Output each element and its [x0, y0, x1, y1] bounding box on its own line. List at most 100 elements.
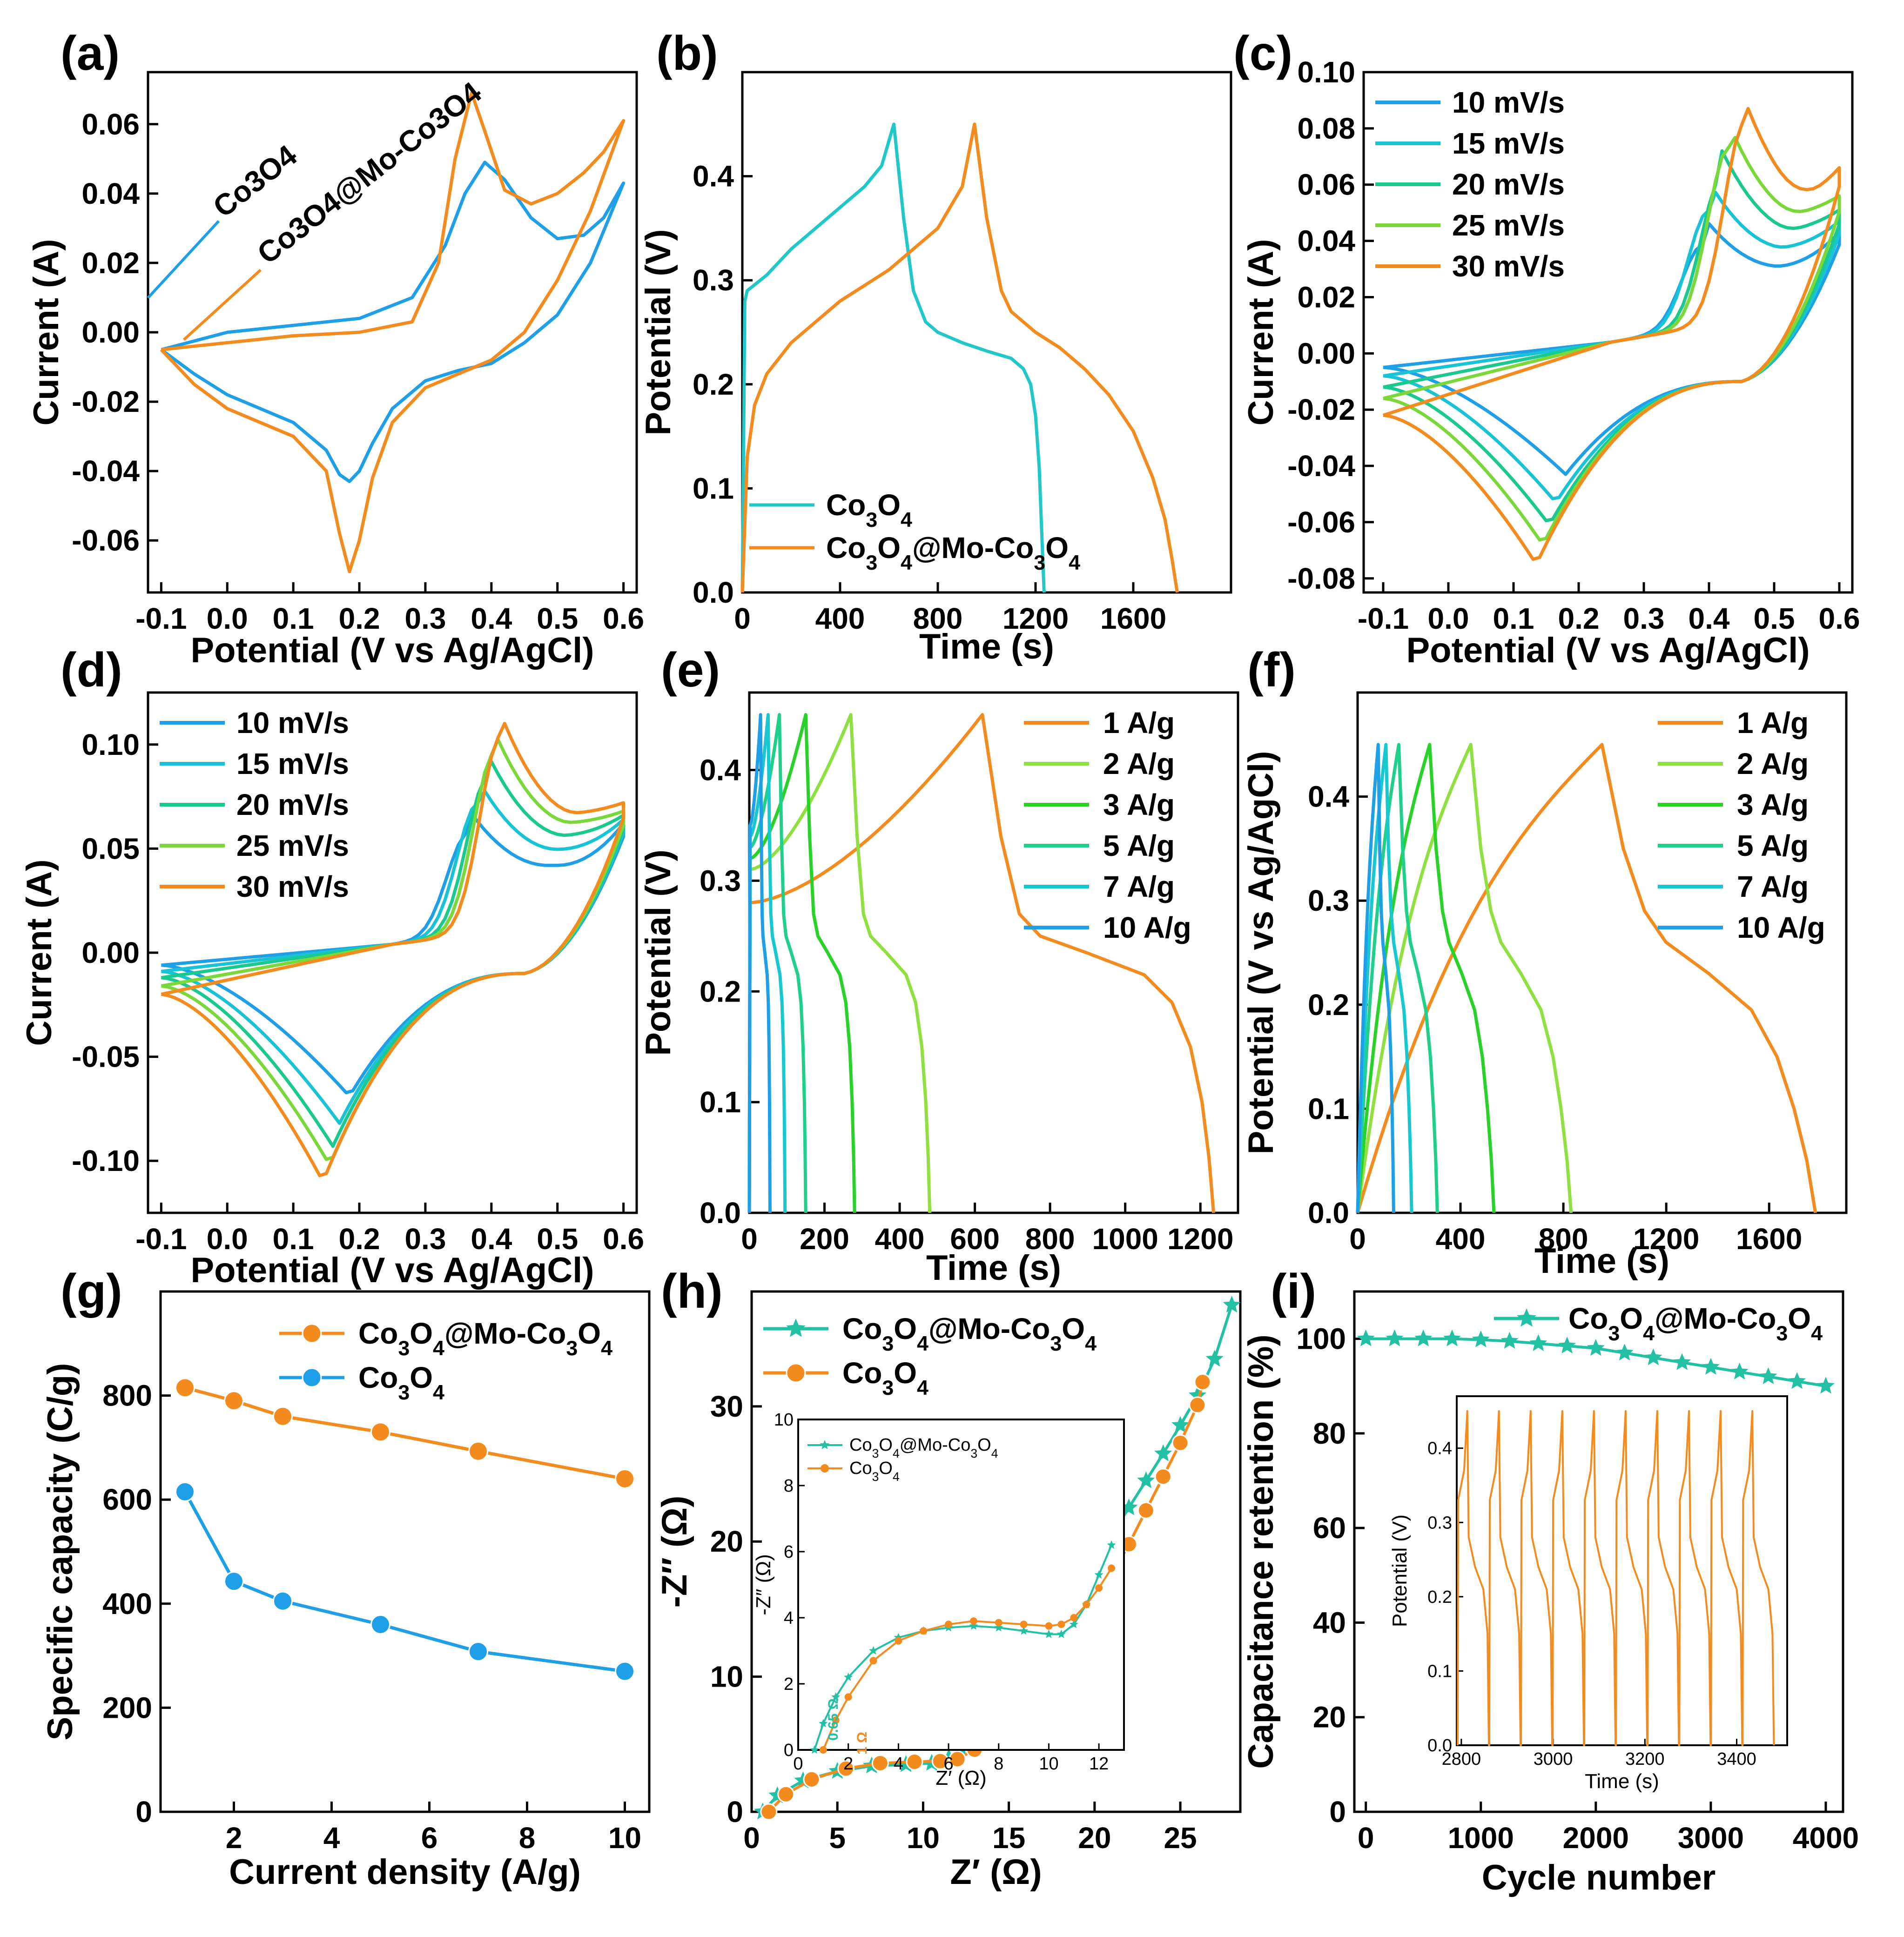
- data-point: [949, 1750, 966, 1768]
- inset-data-point: [869, 1657, 877, 1665]
- x-tick-label: 4: [323, 1821, 340, 1855]
- y-tick-label: 0: [135, 1795, 152, 1829]
- y-tick-label: 0.4: [693, 160, 734, 193]
- legend-label: 20 mV/s: [1452, 168, 1565, 201]
- inset-data-point: [994, 1623, 1003, 1632]
- y-tick-label: 0.1: [700, 1085, 741, 1119]
- inset-data-point: [969, 1621, 978, 1630]
- inset-y-label-i: Potential (V): [1388, 1514, 1411, 1627]
- inset-data-point: [1069, 1620, 1078, 1628]
- panel-label-i: (i): [1271, 1264, 1316, 1318]
- y-tick-label: -0.05: [72, 1040, 140, 1074]
- legend-label: Co3O4@Mo-Co3O4: [842, 1312, 1097, 1355]
- y-tick-label: 0.4: [700, 753, 741, 787]
- y-tick-label: 0.05: [81, 832, 140, 865]
- panel-label-e: (e): [661, 643, 720, 697]
- data-point: [1137, 1501, 1155, 1519]
- data-point: [370, 1422, 390, 1442]
- data-point: [615, 1468, 635, 1489]
- x-tick-label: 1200: [1633, 1222, 1699, 1256]
- y-ticks-c: -0.08 -0.06 -0.04 -0.02 0.00 0.02 0.04 0.06 0.08…: [1287, 55, 1374, 595]
- y-tick-label: 0.1: [1427, 1661, 1452, 1681]
- y-label-f: Potential (V vs Ag/AgCl): [1241, 751, 1281, 1154]
- inset-data-point: [1094, 1570, 1103, 1579]
- data-point: [1788, 1372, 1806, 1389]
- x-tick-label: 25: [1164, 1821, 1197, 1855]
- y-tick-label: 2: [784, 1675, 794, 1694]
- y-tick-label: 0.02: [1297, 280, 1355, 314]
- y-tick-label: 0.4: [1308, 780, 1349, 814]
- legend-label: 30 mV/s: [1452, 249, 1565, 283]
- series-f: [1356, 743, 1817, 1213]
- data-point: [224, 1571, 244, 1592]
- y-label-i: Capacitance retention (%): [1241, 1334, 1281, 1769]
- y-tick-label: 0.04: [81, 177, 140, 210]
- x-tick-label: 2800: [1442, 1749, 1481, 1769]
- legend-label: 5 A/g: [1103, 829, 1175, 862]
- x-tick-label: 400: [875, 1222, 925, 1256]
- x-tick-label: 0.3: [404, 602, 446, 635]
- legend-label: 1 A/g: [1737, 706, 1809, 740]
- x-label-g: Current density (A/g): [229, 1852, 581, 1892]
- x-ticks-c: -0.1 0.0 0.1 0.2 0.3 0.4 0.5 0.6: [1358, 582, 1860, 635]
- x-tick-label: 400: [815, 602, 865, 635]
- data-point: [1817, 1377, 1835, 1394]
- x-tick-label: 10: [608, 1821, 641, 1855]
- data-point: [1730, 1362, 1749, 1379]
- legend-i: Co3O4@Mo-Co3O4: [1494, 1302, 1823, 1345]
- y-label-e: Potential (V): [639, 849, 678, 1056]
- data-point: [273, 1591, 293, 1611]
- x-tick-label: -0.1: [135, 1222, 187, 1256]
- y-tick-label: 0.00: [81, 316, 140, 349]
- data-point: [1702, 1358, 1720, 1375]
- x-tick-label: 0.2: [339, 1222, 380, 1256]
- y-tick-label: 100: [1296, 1322, 1346, 1356]
- inset-data-point: [1070, 1614, 1078, 1621]
- legend-label: Co3O4@Mo-Co3O4: [358, 1317, 612, 1360]
- y-tick-label: 80: [1313, 1417, 1346, 1450]
- y-tick-label: 0.1: [1308, 1092, 1349, 1125]
- series-line: [183, 1491, 625, 1673]
- y-tick-label: 400: [102, 1587, 152, 1621]
- y-tick-label: 0.10: [1297, 55, 1355, 89]
- y-tick-label: 0.06: [1297, 168, 1355, 202]
- x-tick-label: 6: [421, 1821, 438, 1855]
- panel-label-g: (g): [61, 1264, 122, 1318]
- y-ticks-i: 0 20 40 60 80 100: [1296, 1322, 1365, 1829]
- x-tick-label: 0.0: [207, 602, 248, 635]
- data-point: [760, 1803, 778, 1821]
- x-tick-label: 12: [1089, 1754, 1109, 1774]
- data-point: [273, 1406, 293, 1426]
- y-label-c: Current (A): [1241, 239, 1281, 425]
- x-tick-label: 1000: [1092, 1222, 1158, 1256]
- y-ticks-d: -0.10 -0.05 0.00 0.05 0.10: [72, 728, 158, 1177]
- x-tick-label: 3000: [1534, 1749, 1573, 1769]
- x-label-c: Potential (V vs Ag/AgCl): [1406, 631, 1810, 670]
- x-tick-label: 0: [793, 1754, 803, 1774]
- y-tick-label: 6: [784, 1542, 794, 1562]
- x-tick-label: 600: [950, 1222, 1000, 1256]
- series-line: [740, 122, 1179, 593]
- x-tick-label: 6: [944, 1754, 954, 1774]
- legend-label: 10 A/g: [1103, 911, 1191, 944]
- legend-label: 30 mV/s: [236, 870, 349, 903]
- x-tick-label: 0.5: [537, 602, 578, 635]
- plot-frame-h: [750, 1290, 1242, 1813]
- y-tick-label: -0.06: [72, 524, 140, 557]
- x-tick-label: 0.4: [1689, 602, 1730, 635]
- legend-label: Co3O4: [358, 1361, 444, 1404]
- legend-label: 20 mV/s: [236, 788, 349, 821]
- y-tick-label: 600: [102, 1483, 152, 1516]
- inset-i: 2800 3000 3200 3400 0.0 0.1 0.2 0.3 0.4 Time (s…: [1388, 1395, 1788, 1793]
- legend-label: 15 mV/s: [236, 747, 349, 780]
- legend-label: 5 A/g: [1737, 829, 1809, 862]
- inset-data-point: [1057, 1621, 1065, 1628]
- series-e: [747, 713, 1215, 1213]
- inset-data-point: [1020, 1621, 1028, 1628]
- data-point: [1759, 1367, 1777, 1385]
- inset-series-i: [1457, 1410, 1775, 1746]
- x-tick-label: 0.4: [471, 1222, 512, 1256]
- legend-label: Co3O4@Mo-Co3O4: [1568, 1302, 1823, 1345]
- data-point: [175, 1481, 195, 1502]
